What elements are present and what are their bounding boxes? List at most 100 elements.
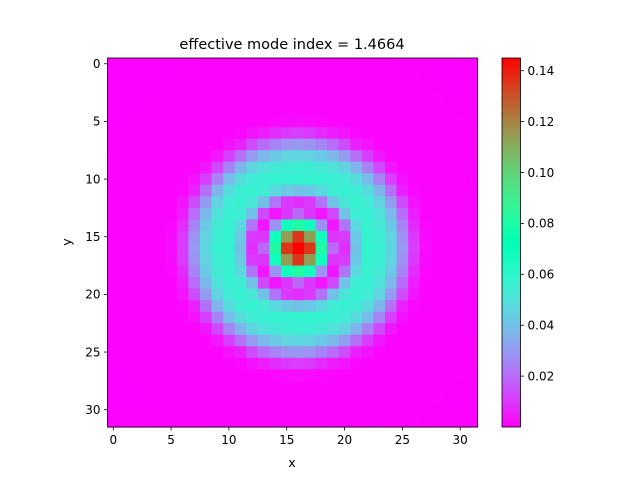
heatmap-cell <box>257 115 270 128</box>
heatmap-cell <box>419 415 432 428</box>
heatmap-cell <box>176 69 190 82</box>
heatmap-cell <box>200 288 213 301</box>
heatmap-cell <box>396 104 409 117</box>
heatmap-cell <box>211 277 224 290</box>
heatmap-cell <box>211 300 224 313</box>
heatmap-cell <box>304 311 317 324</box>
heatmap-cell <box>165 403 178 417</box>
heatmap-cell <box>304 104 317 117</box>
heatmap-cell <box>142 357 155 370</box>
heatmap-cell <box>269 219 282 232</box>
heatmap-cell <box>165 138 178 151</box>
heatmap-cell <box>107 242 120 255</box>
heatmap-cell <box>338 219 351 232</box>
heatmap-cell <box>315 265 328 278</box>
heatmap-cell <box>107 92 120 105</box>
heatmap-cell <box>396 196 409 209</box>
heatmap-cell <box>465 346 479 359</box>
heatmap-cell <box>142 334 155 347</box>
heatmap-cell <box>200 92 213 105</box>
heatmap-cell <box>431 92 444 105</box>
heatmap-cell <box>292 230 305 244</box>
heatmap-cell <box>454 92 467 105</box>
heatmap-cell <box>465 104 479 117</box>
heatmap-cell <box>465 127 479 140</box>
heatmap-cell <box>304 369 317 382</box>
heatmap-cell <box>408 277 421 290</box>
heatmap-cell <box>396 403 409 417</box>
heatmap-cell <box>176 115 190 128</box>
heatmap-cell <box>396 346 409 359</box>
heatmap-cell <box>188 346 201 359</box>
heatmap-cell <box>153 254 166 267</box>
heatmap-cell <box>211 254 224 267</box>
heatmap-cell <box>176 242 190 255</box>
heatmap-cell <box>338 69 351 82</box>
heatmap-cell <box>315 173 328 186</box>
heatmap-cell <box>373 58 386 71</box>
heatmap-cell <box>200 265 213 278</box>
heatmap-cell <box>292 207 305 221</box>
heatmap-cell <box>292 150 305 163</box>
heatmap-cell <box>385 161 398 174</box>
heatmap-cell <box>350 392 363 405</box>
heatmap-cell <box>153 230 166 244</box>
heatmap-cell <box>223 196 236 209</box>
heatmap-cell <box>361 207 375 221</box>
heatmap-cell <box>257 392 270 405</box>
heatmap-cell <box>223 92 236 105</box>
heatmap-cell <box>338 184 351 197</box>
heatmap-cell <box>280 369 294 382</box>
heatmap-cell <box>361 115 375 128</box>
heatmap-cell <box>292 254 305 267</box>
heatmap-cell <box>338 104 351 117</box>
heatmap-cell <box>361 81 375 94</box>
heatmap-cell <box>465 357 479 370</box>
heatmap-cell <box>223 184 236 197</box>
heatmap-cell <box>211 104 224 117</box>
heatmap-cell <box>257 334 270 347</box>
heatmap-cell <box>165 300 178 313</box>
heatmap-cell <box>153 58 166 71</box>
heatmap-cell <box>419 196 432 209</box>
heatmap-cell <box>465 81 479 94</box>
heatmap-cell <box>431 230 444 244</box>
heatmap-cell <box>211 161 224 174</box>
heatmap-cell <box>327 173 340 186</box>
heatmap-cell <box>269 357 282 370</box>
heatmap-cell <box>442 69 455 82</box>
heatmap-cell <box>315 150 328 163</box>
heatmap-cell <box>385 403 398 417</box>
heatmap-cell <box>107 369 120 382</box>
heatmap-cell <box>119 288 132 301</box>
heatmap-cell <box>188 254 201 267</box>
heatmap-cell <box>350 104 363 117</box>
heatmap-cell <box>327 230 340 244</box>
heatmap-cell <box>315 403 328 417</box>
heatmap-cell <box>454 254 467 267</box>
heatmap-cell <box>142 196 155 209</box>
heatmap-cell <box>107 173 120 186</box>
heatmap-cell <box>142 115 155 128</box>
heatmap-cell <box>188 369 201 382</box>
heatmap-cell <box>280 150 294 163</box>
heatmap-cell <box>246 184 259 197</box>
heatmap-cell <box>327 403 340 417</box>
heatmap-cell <box>373 138 386 151</box>
heatmap-cell <box>304 415 317 428</box>
heatmap-cell <box>292 81 305 94</box>
heatmap-cell <box>350 219 363 232</box>
heatmap-cell <box>327 369 340 382</box>
heatmap-cell <box>304 115 317 128</box>
colorbar-tick-label: 0.06 <box>528 268 555 282</box>
heatmap-cell <box>385 254 398 267</box>
heatmap-cell <box>408 369 421 382</box>
heatmap-cell <box>315 277 328 290</box>
heatmap-cell <box>361 357 375 370</box>
heatmap-cell <box>142 265 155 278</box>
heatmap-cell <box>130 81 143 94</box>
heatmap-cell <box>361 311 375 324</box>
heatmap-cell <box>176 104 190 117</box>
heatmap-cell <box>327 138 340 151</box>
heatmap-cell <box>385 415 398 428</box>
